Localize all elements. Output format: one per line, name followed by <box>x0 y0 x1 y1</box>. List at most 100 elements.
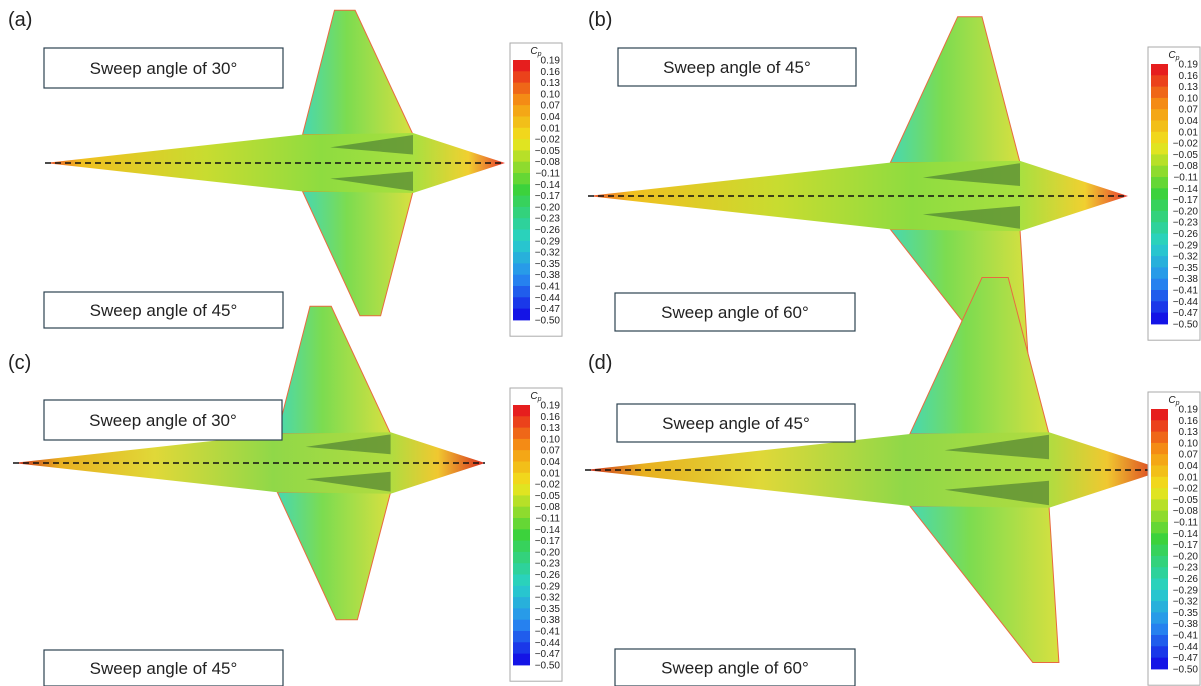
colorbar-swatch <box>513 416 530 428</box>
colorbar-swatch <box>1151 579 1168 591</box>
panel-label: (b) <box>588 9 612 31</box>
colorbar-tick: 0.01 <box>541 123 561 134</box>
colorbar-tick: −0.11 <box>1173 518 1198 529</box>
colorbar-tick: −0.05 <box>1173 150 1199 161</box>
colorbar-tick: 0.04 <box>1179 116 1199 127</box>
colorbar-swatch <box>1151 443 1168 455</box>
colorbar-swatch <box>513 586 530 598</box>
colorbar-swatch <box>513 309 530 321</box>
colorbar-swatch <box>1151 222 1168 234</box>
colorbar-tick: 0.16 <box>541 412 561 423</box>
colorbar-swatch <box>513 263 530 275</box>
colorbar-swatch <box>513 83 530 95</box>
colorbar-swatch <box>1151 75 1168 87</box>
colorbar-tick: −0.44 <box>535 293 561 304</box>
colorbar-swatch <box>1151 601 1168 613</box>
colorbar-swatch <box>513 173 530 185</box>
colorbar-tick: −0.41 <box>1173 286 1199 297</box>
colorbar-swatch <box>513 297 530 309</box>
colorbar-swatch <box>513 230 530 242</box>
colorbar-tick: −0.02 <box>1173 484 1199 495</box>
colorbar-swatch <box>513 162 530 174</box>
colorbar-swatch <box>513 552 530 564</box>
colorbar-tick: 0.04 <box>1179 461 1199 472</box>
annotation-text: Sweep angle of 45° <box>90 301 238 320</box>
colorbar-tick: −0.14 <box>535 180 561 191</box>
wing <box>277 306 390 433</box>
colorbar-swatch <box>1151 279 1168 291</box>
colorbar-swatch <box>1151 545 1168 557</box>
colorbar-tick: −0.44 <box>535 638 561 649</box>
colorbar-tick: −0.35 <box>535 259 561 270</box>
colorbar-tick: −0.50 <box>535 660 561 671</box>
colorbar-swatch <box>1151 200 1168 212</box>
panel: (b)Sweep angle of 45°Sweep angle of 60°C… <box>588 9 1200 375</box>
colorbar-swatch <box>1151 567 1168 579</box>
colorbar-tick: −0.14 <box>1173 184 1199 195</box>
colorbar-tick: 0.13 <box>1179 427 1199 438</box>
colorbar-swatch <box>513 94 530 106</box>
colorbar-tick: −0.35 <box>1173 263 1199 274</box>
colorbar-swatch <box>513 428 530 440</box>
colorbar-swatch <box>513 462 530 474</box>
colorbar-tick: −0.08 <box>535 502 561 513</box>
colorbar-swatch <box>1151 132 1168 144</box>
colorbar-tick: 0.16 <box>1179 71 1199 82</box>
colorbar-tick: −0.41 <box>535 627 561 638</box>
colorbar-tick: −0.20 <box>1173 551 1199 562</box>
colorbar-swatch <box>1151 143 1168 155</box>
colorbar-swatch <box>513 575 530 587</box>
colorbar-tick: −0.29 <box>1173 585 1199 596</box>
colorbar-tick: −0.26 <box>1173 574 1199 585</box>
panel-label: (c) <box>8 352 31 374</box>
colorbar-tick: −0.38 <box>1173 619 1199 630</box>
colorbar-swatch <box>1151 590 1168 602</box>
colorbar-tick: −0.20 <box>535 547 561 558</box>
colorbar-swatch <box>1151 533 1168 545</box>
colorbar-swatch <box>513 105 530 117</box>
wing <box>277 492 390 619</box>
colorbar-swatch <box>1151 635 1168 647</box>
colorbar-swatch <box>1151 301 1168 313</box>
colorbar-tick: 0.13 <box>541 423 561 434</box>
colorbar-tick: −0.05 <box>535 491 561 502</box>
colorbar-tick: 0.16 <box>1179 416 1199 427</box>
annotation-text: Sweep angle of 30° <box>90 59 238 78</box>
colorbar-tick: −0.26 <box>535 570 561 581</box>
annotation-text: Sweep angle of 30° <box>89 411 237 430</box>
colorbar-swatch <box>513 60 530 72</box>
colorbar-tick: 0.07 <box>1179 450 1199 461</box>
colorbar-tick: −0.05 <box>1173 495 1199 506</box>
colorbar-swatch <box>1151 177 1168 189</box>
colorbar-swatch <box>1151 154 1168 166</box>
colorbar-tick: −0.17 <box>535 536 561 547</box>
colorbar-tick: −0.11 <box>535 514 560 525</box>
annotation-text: Sweep angle of 60° <box>661 659 809 678</box>
colorbar-tick: −0.38 <box>1173 274 1199 285</box>
colorbar-swatch <box>513 541 530 553</box>
colorbar-swatch <box>1151 499 1168 511</box>
colorbar-swatch <box>1151 432 1168 444</box>
colorbar-tick: −0.11 <box>1173 173 1198 184</box>
wing <box>910 277 1049 434</box>
colorbar-swatch <box>513 139 530 151</box>
colorbar-tick: 0.10 <box>1179 438 1199 449</box>
colorbar-tick: −0.44 <box>1173 642 1199 653</box>
colorbar-tick: 0.19 <box>541 56 561 67</box>
panel: (a)Sweep angle of 30°Sweep angle of 45°C… <box>8 9 562 336</box>
colorbar-tick: −0.50 <box>1173 664 1199 675</box>
colorbar-swatch <box>1151 420 1168 432</box>
colorbar-swatch <box>513 473 530 485</box>
wing <box>303 10 413 134</box>
colorbar-swatch <box>1151 511 1168 523</box>
colorbar-swatch <box>1151 522 1168 534</box>
colorbar-tick: 0.01 <box>1179 127 1199 138</box>
colorbar-tick: −0.14 <box>535 525 561 536</box>
colorbar-swatch <box>513 495 530 507</box>
colorbar-swatch <box>513 597 530 609</box>
colorbar-tick: −0.35 <box>1173 608 1199 619</box>
colorbar-swatch <box>1151 477 1168 489</box>
colorbar-swatch <box>513 218 530 230</box>
colorbar-swatch <box>1151 454 1168 466</box>
colorbar-swatch <box>513 150 530 162</box>
